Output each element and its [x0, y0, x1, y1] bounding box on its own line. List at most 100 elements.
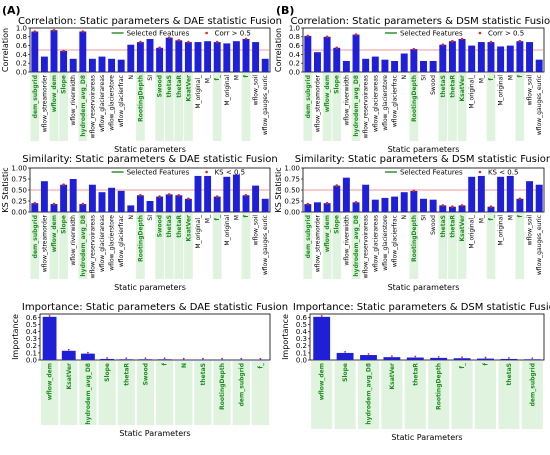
bar: [50, 204, 58, 212]
x-tick-label: N: [181, 363, 188, 368]
selected-highlight: [351, 73, 361, 141]
selected-marker: [81, 30, 85, 33]
selected-highlight: [515, 213, 525, 279]
bar: [453, 358, 471, 360]
chart-corr-dsm: Correlation: Static parameters & DSM sta…: [274, 16, 550, 154]
bar: [117, 190, 125, 212]
bar: [336, 352, 354, 360]
selected-highlight: [194, 361, 212, 425]
chart-title: Correlation: Static parameters & DSM sta…: [290, 16, 550, 27]
selected-marker: [518, 39, 522, 43]
bar: [127, 205, 135, 212]
bar: [304, 35, 312, 72]
selected-highlight: [332, 213, 342, 279]
selected-marker: [187, 40, 190, 44]
selected-marker: [489, 40, 493, 44]
x-tick-label: KsatVer: [389, 363, 396, 390]
y-tick-label: 0.0: [289, 68, 300, 76]
x-tick-label: wflow_soil: [253, 75, 260, 106]
selected-marker: [187, 197, 190, 201]
selected-marker: [518, 197, 522, 201]
selected-marker: [62, 49, 65, 53]
selected-marker: [81, 202, 85, 206]
x-tick-label: thetaR: [176, 75, 183, 98]
bar: [261, 198, 269, 212]
bar: [371, 56, 379, 72]
selected-highlight: [59, 73, 68, 141]
selected-highlight: [351, 213, 361, 279]
x-tick-label: N: [128, 75, 135, 80]
selected-marker: [460, 37, 464, 41]
x-tick-label: wflow_dem: [324, 215, 331, 252]
bar: [400, 192, 408, 212]
bar: [136, 42, 144, 72]
x-tick-label: M_original_: [195, 214, 202, 249]
selected-highlight: [155, 73, 164, 141]
x-tick-label: M_original_: [469, 74, 476, 109]
selected-highlight: [438, 73, 448, 141]
x-tick-label: wflow_glacierareas: [372, 75, 379, 132]
error-marker: [259, 357, 262, 360]
x-tick-label: wflow_glacierstore: [382, 215, 389, 271]
y-axis-label: Correlation: [274, 28, 283, 72]
x-tick-label: RootingDepth: [137, 215, 144, 262]
chart-title: Importance: Static parameters & DSM stat…: [293, 302, 550, 313]
bar: [383, 357, 401, 360]
x-tick-label: f_: [459, 363, 466, 369]
legend-swatch-threshold: [478, 31, 482, 35]
selected-highlight: [213, 361, 231, 425]
x-tick-label: wflow_glacierfrac: [118, 75, 125, 127]
error-marker: [240, 357, 243, 360]
bar: [146, 201, 154, 212]
bar: [223, 43, 231, 72]
x-tick-label: wflow_dem: [324, 75, 331, 112]
x-tick-label: dem_subgrid: [32, 215, 39, 258]
selected-highlight: [49, 213, 59, 279]
x-tick-label: Slope: [61, 215, 68, 234]
bar: [506, 45, 514, 72]
error-marker: [87, 351, 89, 354]
bar: [176, 359, 191, 361]
x-tick-label: wflow_riverwidth: [70, 215, 77, 266]
y-tick-label: 0.6: [26, 314, 38, 322]
selected-highlight: [59, 213, 68, 279]
bar: [98, 56, 106, 72]
x-tick-label: N: [401, 215, 408, 220]
error-marker: [48, 314, 51, 317]
x-tick-label: M_original_: [195, 74, 202, 109]
x-tick-label: thetaR: [412, 363, 419, 386]
bar: [60, 184, 68, 212]
x-tick-label: f_: [214, 215, 221, 221]
x-tick-label: Swood: [157, 215, 164, 237]
chart-title: Similarity: Static parameters & DSM stat…: [295, 154, 550, 165]
bar: [342, 177, 350, 212]
bar: [88, 184, 96, 212]
x-axis-label: Static Parameters: [119, 429, 190, 438]
x-tick-label: f: [243, 215, 250, 218]
legend-swatch-threshold: [478, 170, 482, 174]
x-tick-label: f: [483, 363, 490, 366]
bar: [40, 181, 48, 212]
selected-highlight: [184, 213, 193, 279]
y-tick-label: 0.5: [26, 321, 37, 329]
x-axis-label: Static parameters: [388, 283, 460, 292]
x-tick-label: M_original: [498, 215, 505, 246]
error-marker: [106, 357, 108, 359]
bar: [323, 36, 331, 72]
x-tick-label: hydrodem_avg_D8: [80, 215, 87, 277]
selected-marker: [158, 195, 161, 198]
y-tick-label: 1.00: [11, 164, 27, 172]
legend-selected-label: Selected Features: [127, 169, 190, 177]
y-tick-label: 0.2: [16, 60, 27, 68]
x-tick-label: M_: [205, 214, 212, 223]
bar: [215, 359, 229, 361]
bar: [40, 56, 48, 72]
x-tick-label: wflow_riverwidth: [343, 215, 350, 266]
x-tick-label: f: [243, 75, 250, 78]
y-axis-label: KS Statistic: [274, 167, 283, 212]
bar: [400, 53, 408, 72]
x-tick-label: wflow_gauges_euric: [262, 215, 269, 275]
x-tick-label: Swood: [430, 215, 437, 235]
bar: [526, 181, 534, 212]
bar: [523, 359, 541, 360]
